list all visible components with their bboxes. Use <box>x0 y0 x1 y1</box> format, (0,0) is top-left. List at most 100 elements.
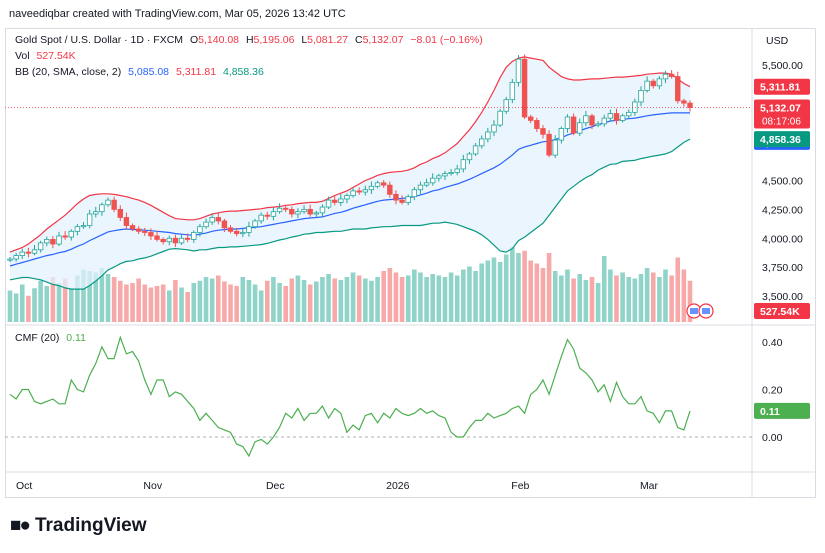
volume-bar <box>338 280 344 322</box>
candle-body <box>221 220 228 229</box>
volume-bar <box>19 284 25 322</box>
volume-bar <box>620 272 625 322</box>
volume-bar <box>583 280 589 322</box>
candle-body <box>558 128 565 141</box>
candle-body <box>215 217 221 222</box>
volume-bar <box>608 269 613 322</box>
candle-body <box>209 217 215 223</box>
candle-body <box>638 90 644 103</box>
volume-bar <box>326 274 331 322</box>
candle-body <box>380 182 387 186</box>
volume-bar <box>485 260 491 322</box>
candle-body <box>417 184 424 191</box>
price-axis-tick: 5,500.00 <box>762 60 803 72</box>
candle-body <box>601 117 607 125</box>
volume-bar <box>418 272 423 322</box>
legend-bb-upper: 5,311.81 <box>175 66 217 78</box>
volume-bar <box>559 275 564 322</box>
candle-body <box>656 78 663 87</box>
candle-body <box>301 208 307 213</box>
candle-body <box>184 237 191 240</box>
volume-bar <box>393 272 399 322</box>
volume-bar <box>565 269 570 322</box>
currency-button[interactable]: USD <box>766 35 789 47</box>
candle-body <box>626 111 632 117</box>
candle-body <box>454 168 460 173</box>
last-price-badge: 5,132.07 08:17:06 <box>754 99 810 129</box>
time-axis-label: Feb <box>511 480 529 492</box>
volume-bar <box>589 277 595 322</box>
volume-bar <box>93 272 99 322</box>
legend-cmf-row[interactable]: CMF (20) 0.11 <box>15 332 90 344</box>
volume-bar <box>528 260 534 322</box>
candle-body <box>50 239 56 245</box>
candle-body <box>515 58 522 83</box>
candle-body <box>148 232 154 237</box>
volume-bar <box>595 283 601 322</box>
candle-body <box>313 212 320 215</box>
volume-bar <box>56 283 62 322</box>
volume-bar <box>497 262 503 322</box>
volume-bar <box>375 277 380 322</box>
time-axis-label: Mar <box>640 480 659 492</box>
candle-body <box>668 73 675 77</box>
lower-band-badge: 4,858.36 <box>754 131 810 148</box>
chart-frame[interactable] <box>5 28 816 498</box>
volume-bar <box>209 278 215 322</box>
candle-body <box>270 211 277 217</box>
candle-body <box>399 199 405 203</box>
candle-body <box>521 58 528 118</box>
legend-low-label: L <box>301 34 308 46</box>
volume-bar <box>197 280 203 322</box>
volume-bar <box>650 272 656 322</box>
volume-bar <box>467 266 472 322</box>
legend-bb-row[interactable]: BB (20, SMA, close, 2) 5,085.08 5,311.81… <box>15 66 268 78</box>
candle-body <box>62 235 68 238</box>
volume-bar <box>246 280 252 322</box>
candle-body <box>154 235 160 240</box>
volume-bar <box>215 275 221 322</box>
candle-body <box>240 232 246 235</box>
legend-symbol[interactable]: Gold Spot / U.S. Dollar · 1D · FXCM <box>15 34 184 46</box>
price-axis-tick: 4,250.00 <box>762 204 803 216</box>
candle-body <box>466 153 473 161</box>
volume-bar <box>638 274 644 322</box>
candle-body <box>577 122 583 134</box>
volume-bar <box>399 277 405 322</box>
volume-bar <box>681 269 687 322</box>
volume-bar <box>124 284 129 322</box>
volume-bar <box>38 280 43 322</box>
volume-bar <box>166 290 172 322</box>
volume-bar <box>173 280 178 322</box>
candle-body <box>619 115 626 121</box>
price-axis-tick: 4,500.00 <box>762 176 803 188</box>
candle-body <box>166 237 172 243</box>
event-flag-icon <box>698 303 714 319</box>
candle-body <box>264 214 270 217</box>
candle-body <box>436 175 442 179</box>
candle-body <box>485 131 491 140</box>
candle-body <box>687 102 693 108</box>
candle-body <box>632 101 638 113</box>
legend-symbol-row[interactable]: Gold Spot / U.S. Dollar · 1D · FXCM O5,1… <box>15 34 487 46</box>
volume-bar <box>136 278 141 322</box>
candle-body <box>479 138 485 147</box>
volume-bar <box>26 295 31 322</box>
candle-body <box>387 184 393 195</box>
tradingview-logo[interactable]: ■● TradingView <box>10 515 147 537</box>
volume-bar <box>277 283 282 322</box>
legend-vol-label: Vol <box>15 50 30 62</box>
volume-bar <box>7 290 13 322</box>
price-axis-tick: 3,500.00 <box>762 291 803 303</box>
volume-bar <box>314 281 319 322</box>
volume-bar <box>534 263 540 322</box>
volume-bar <box>356 275 362 322</box>
candle-body <box>503 99 509 112</box>
volume-bar <box>13 293 19 322</box>
time-axis-label: Dec <box>266 480 285 492</box>
volume-bar <box>75 275 80 322</box>
volume-bar <box>430 274 436 322</box>
legend-volume-row[interactable]: Vol 527.54K <box>15 50 80 62</box>
volume-bar <box>424 277 429 322</box>
